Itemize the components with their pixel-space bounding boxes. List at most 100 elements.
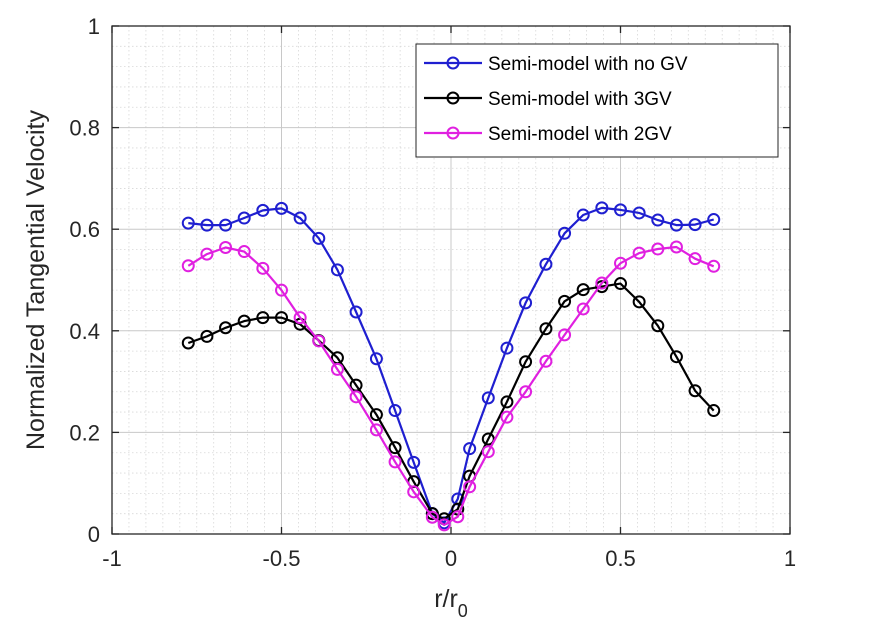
y-tick-label: 0.4 [69, 319, 100, 344]
data-point [707, 213, 721, 227]
data-point [595, 276, 609, 290]
data-point [293, 211, 307, 225]
data-point [219, 321, 233, 335]
y-tick-label: 0.6 [69, 217, 100, 242]
data-point [369, 423, 383, 437]
data-point [481, 391, 495, 405]
data-point [425, 507, 439, 521]
series-2 [181, 277, 721, 526]
y-axis-label: Normalized Tangential Velocity [22, 110, 50, 451]
data-point [275, 311, 288, 325]
data-point [519, 355, 533, 369]
x-axis-label-subscript: 0 [458, 601, 468, 621]
y-tick-label: 0.8 [69, 116, 100, 141]
series-3 [181, 240, 721, 532]
data-point [688, 218, 702, 232]
data-point [181, 216, 195, 230]
data-point [519, 296, 533, 310]
data-point [349, 305, 363, 319]
legend-entry-1: Semi-model with no GV [424, 54, 688, 75]
data-point [312, 231, 326, 245]
data-point [632, 206, 646, 220]
x-tick-label: -1 [102, 546, 122, 571]
y-tick-label: 0.2 [69, 420, 100, 445]
data-point [707, 404, 721, 418]
series-lines [181, 201, 721, 532]
legend-label: Semi-model with 3GV [488, 89, 672, 110]
data-point [688, 384, 702, 398]
data-point [595, 280, 609, 294]
axis-ticks [111, 25, 791, 535]
data-point [539, 257, 553, 271]
data-point [707, 259, 721, 273]
data-point [614, 277, 627, 291]
data-point [500, 341, 514, 355]
data-point [463, 442, 477, 456]
data-point [200, 329, 214, 343]
legend-entry-3: Semi-model with 2GV [424, 124, 672, 145]
y-tick-label: 0 [88, 522, 100, 547]
data-point [181, 336, 195, 350]
data-point [330, 263, 344, 277]
x-tick-label: 0.5 [605, 546, 636, 571]
data-point [437, 518, 451, 532]
data-point [539, 354, 553, 368]
data-point [407, 455, 421, 469]
data-point [388, 455, 402, 469]
data-point [330, 362, 344, 376]
data-point [388, 404, 402, 418]
data-point [463, 480, 477, 494]
data-point [576, 208, 590, 222]
data-point [651, 242, 665, 256]
data-point [425, 510, 439, 524]
data-point [256, 203, 270, 217]
series-line [187, 282, 715, 520]
data-point [481, 432, 495, 446]
x-axis-label-main: r/r [434, 585, 458, 613]
data-point [614, 256, 627, 270]
data-point [275, 283, 288, 297]
data-point [558, 226, 572, 240]
data-point [632, 246, 646, 260]
data-point [256, 261, 270, 275]
data-point [539, 322, 553, 336]
data-point [369, 352, 383, 366]
data-point [219, 218, 233, 232]
data-point [576, 302, 590, 316]
data-point [576, 283, 590, 297]
data-point [237, 245, 251, 259]
x-axis-label: r/r0 [434, 585, 468, 621]
data-point [500, 410, 514, 424]
legend-marker-swatch [446, 91, 460, 105]
data-point [651, 319, 665, 333]
data-point [200, 218, 214, 232]
data-point [558, 328, 572, 342]
data-point [275, 201, 288, 215]
data-point [407, 485, 421, 499]
legend-label: Semi-model with no GV [488, 54, 688, 75]
data-point [200, 247, 214, 261]
x-tick-label: 1 [784, 546, 796, 571]
data-point [237, 211, 251, 225]
data-point [632, 295, 646, 309]
data-point [614, 203, 627, 217]
data-point [256, 311, 270, 325]
data-point [669, 240, 683, 254]
legend-box [415, 43, 779, 158]
data-point [500, 395, 514, 409]
legend-marker-swatch [446, 126, 460, 140]
data-point [669, 218, 683, 232]
data-point [688, 252, 702, 266]
data-point [312, 334, 326, 348]
legend: Semi-model with no GV Semi-model with 3GV… [415, 43, 779, 158]
series-line [188, 206, 714, 524]
data-point [558, 294, 572, 308]
y-tick-label: 1 [88, 14, 100, 39]
y-tick-labels: 0 0.2 0.4 0.6 0.8 1 [69, 14, 100, 547]
data-point [519, 385, 533, 399]
data-point [481, 445, 495, 459]
legend-marker-swatch [446, 56, 460, 70]
x-tick-label: 0 [445, 546, 457, 571]
